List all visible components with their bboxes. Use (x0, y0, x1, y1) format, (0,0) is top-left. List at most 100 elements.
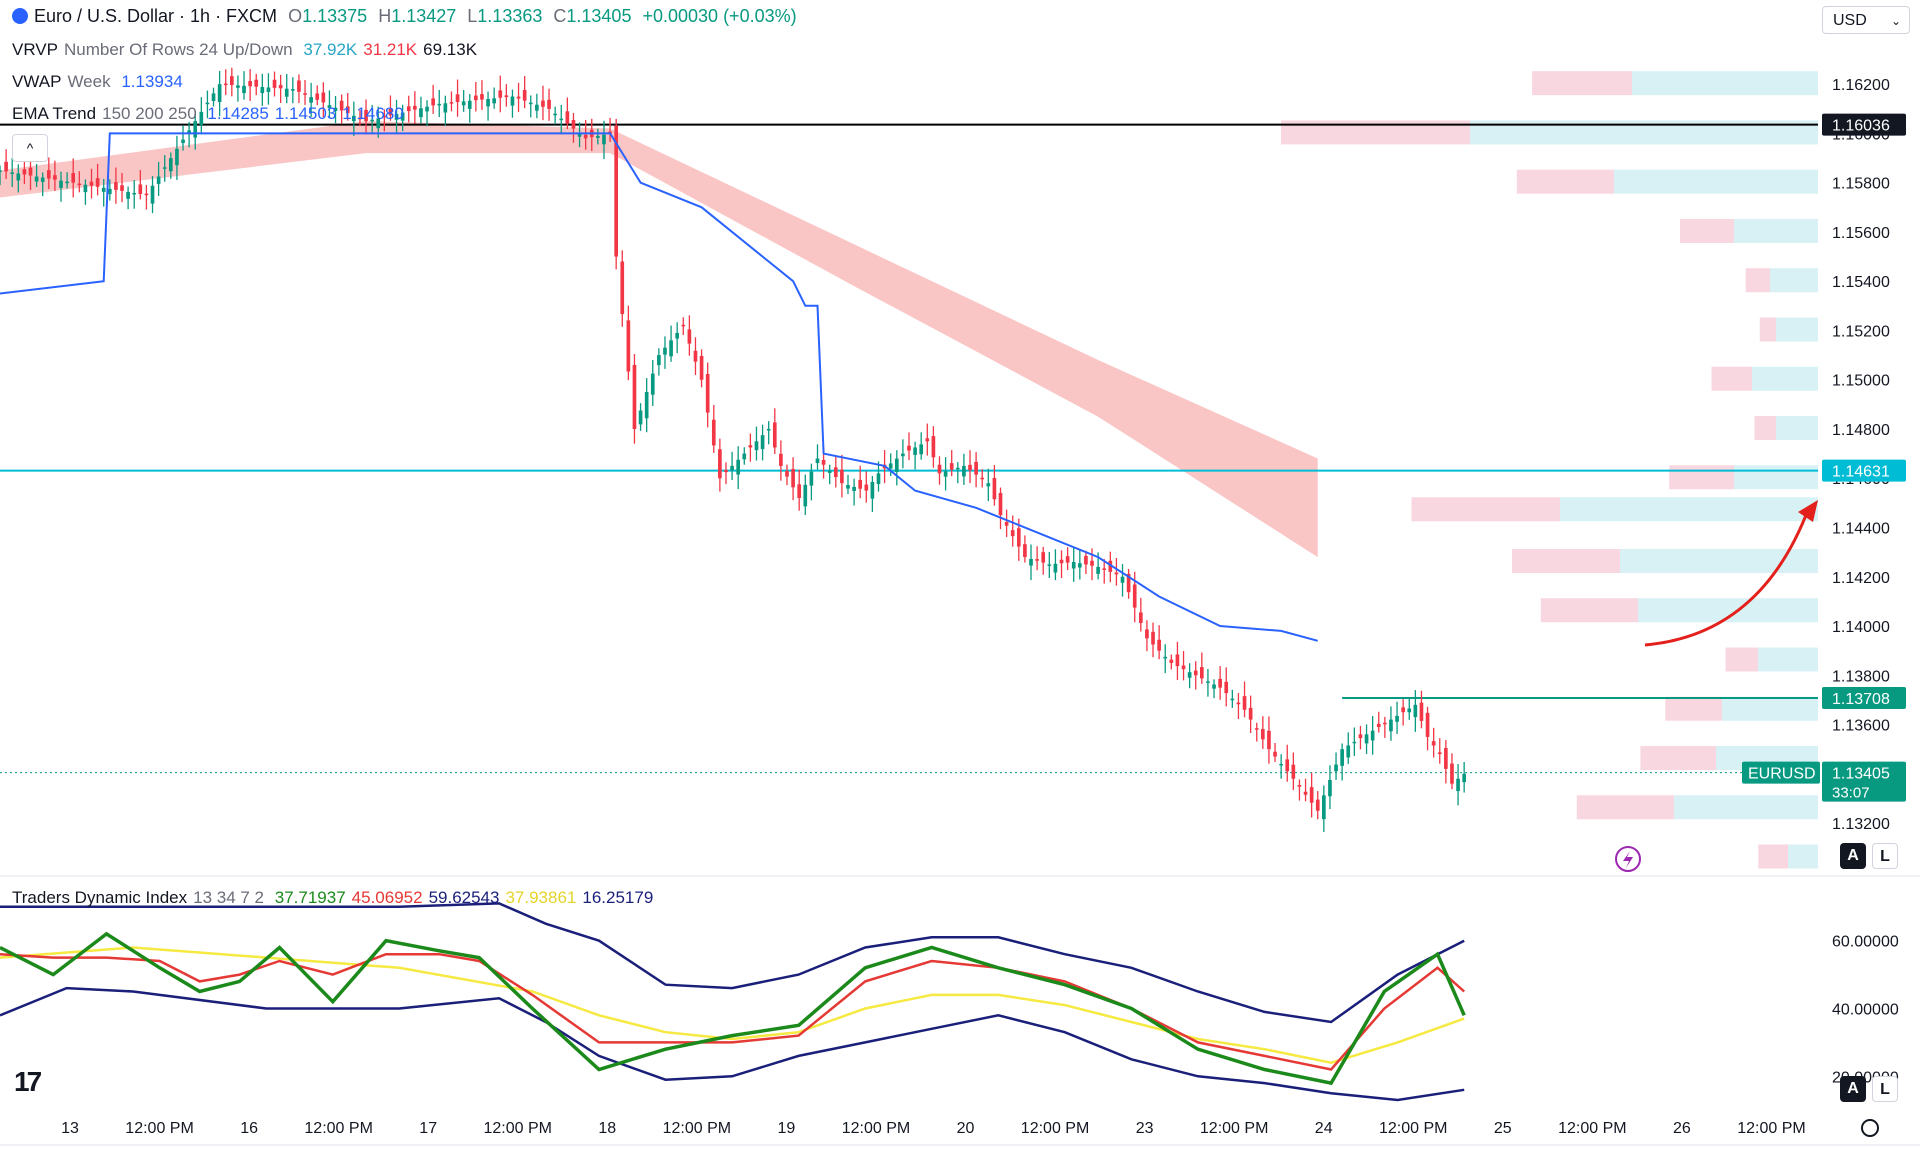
candle-body (675, 332, 680, 339)
vrvp-legend[interactable]: VRVP Number Of Rows 24 Up/Down 37.92K 31.2… (12, 40, 478, 59)
tdi-upper-line (0, 902, 1465, 1024)
forecast-arrowhead-icon (1798, 500, 1818, 522)
candle-body (931, 436, 936, 458)
vwap-legend[interactable]: VWAP Week 1.13934 (12, 72, 183, 91)
candle-body (1047, 564, 1052, 566)
volume-profile-up-bar (1620, 548, 1818, 573)
cyan-line-price-badge: 1.14631 (1832, 464, 1890, 481)
candle-body (1309, 787, 1314, 803)
candle-body (193, 121, 198, 138)
time-axis-tick: 19 (778, 1120, 796, 1137)
candle-body (467, 100, 472, 109)
time-axis-tick: 12:00 PM (663, 1120, 731, 1137)
candle-body (687, 329, 692, 344)
tdi-legend[interactable]: Traders Dynamic Index 13 34 7 2 37.71937 4… (12, 888, 654, 907)
candle-body (894, 458, 899, 473)
time-axis-tick: 24 (1315, 1120, 1333, 1137)
candle-body (815, 458, 820, 464)
currency-flag-icon (12, 8, 28, 24)
candle-body (242, 85, 246, 94)
price-axis-tick: 1.15000 (1832, 373, 1890, 390)
ohlc-change: +0.00030 (+0.03%) (642, 6, 797, 26)
candle-body (913, 447, 917, 455)
tdi-axis-tick: 40.00000 (1832, 1001, 1899, 1018)
candle-body (522, 89, 527, 101)
candle-body (40, 177, 45, 182)
candle-body (748, 445, 753, 448)
volume-profile-down-bar (1754, 415, 1776, 440)
candle-body (272, 79, 277, 88)
candle-body (1334, 764, 1338, 772)
symbol-title[interactable]: Euro / U.S. Dollar · 1h · FXCM (34, 6, 278, 26)
tdi-log-scale-button[interactable]: L (1872, 1076, 1898, 1102)
log-scale-button[interactable]: L (1872, 843, 1898, 869)
candle-body (455, 94, 460, 103)
auto-scale-button[interactable]: A (1840, 843, 1866, 869)
candle-body (1126, 573, 1131, 593)
candle-body (321, 92, 326, 103)
volume-profile-up-bar (1758, 647, 1818, 672)
candle-body (803, 484, 808, 507)
candle-body (541, 100, 545, 107)
candle-body (388, 108, 393, 116)
candle-body (1407, 708, 1412, 713)
candle-body (223, 83, 228, 86)
candle-body (162, 167, 167, 169)
candle-body (1065, 556, 1070, 563)
time-axis-tick: 20 (957, 1120, 975, 1137)
candle-body (382, 115, 387, 118)
ema-legend[interactable]: EMA Trend 150 200 250 1.14285 1.14503 1.146… (12, 104, 404, 123)
candle-body (644, 392, 649, 419)
candle-body (376, 118, 381, 129)
candle-body (114, 182, 118, 190)
candle-body (1200, 667, 1204, 679)
tdi-yellow-line (0, 946, 1465, 1064)
candle-body (71, 173, 76, 183)
volume-profile-up-bar (1614, 169, 1818, 194)
candle-body (1462, 773, 1466, 783)
time-axis-tick: 25 (1494, 1120, 1512, 1137)
candle-body (83, 184, 88, 193)
time-axis-tick: 23 (1136, 1120, 1154, 1137)
candle-body (657, 355, 661, 366)
tdi-green-line (0, 931, 1466, 1086)
candle-body (1376, 723, 1381, 728)
candle-body (998, 492, 1003, 516)
candle-body (602, 134, 606, 145)
tradingview-logo: 17 (14, 1066, 42, 1097)
collapse-legend-button[interactable]: ^ (12, 134, 48, 162)
candle-body (406, 106, 411, 112)
candle-body (0, 170, 2, 172)
candle-body (1364, 734, 1369, 744)
candle-body (1077, 563, 1082, 568)
candle-body (89, 181, 94, 186)
candle-body (46, 170, 51, 179)
candle-body (175, 148, 179, 166)
time-axis-tick: 18 (598, 1120, 616, 1137)
candle-body (1346, 745, 1351, 758)
volume-profile-up-bar (1734, 218, 1818, 243)
candle-body (1041, 552, 1046, 563)
candle-body (1059, 559, 1064, 564)
price-axis-tick: 1.16200 (1832, 77, 1890, 94)
price-axis-tick: 1.14000 (1832, 619, 1890, 636)
candle-body (797, 484, 802, 498)
candle-body (1236, 702, 1241, 705)
candle-body (760, 435, 765, 450)
tdi-auto-scale-button[interactable]: A (1840, 1076, 1866, 1102)
chevron-down-icon: ⌄ (1890, 14, 1901, 28)
time-axis-tick: 12:00 PM (1200, 1120, 1268, 1137)
candle-body (1035, 559, 1039, 561)
candle-body (394, 113, 399, 120)
candle-body (1273, 751, 1277, 757)
candle-body (736, 459, 741, 475)
candle-body (492, 98, 496, 104)
ohlc-open: 1.13375 (302, 6, 368, 26)
candle-body (1230, 698, 1235, 701)
candle-body (840, 469, 844, 484)
candle-body (1254, 728, 1259, 730)
currency-select[interactable]: USD ⌄ (1822, 6, 1910, 34)
volume-profile-up-bar (1770, 268, 1818, 293)
candle-body (852, 486, 856, 491)
